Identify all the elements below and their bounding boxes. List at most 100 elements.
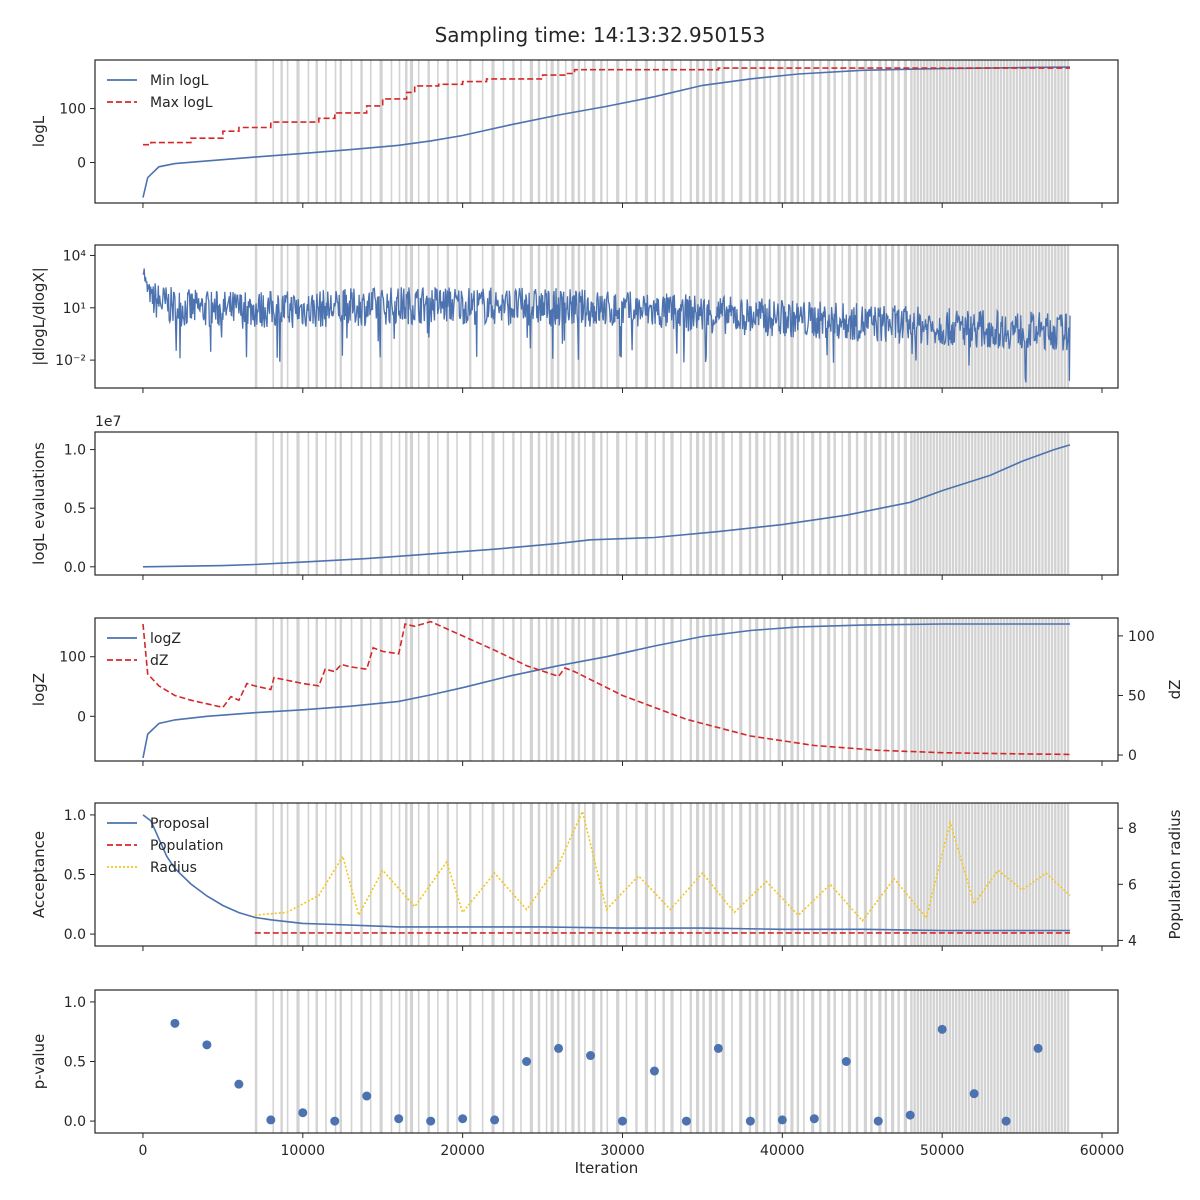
y-right-tick-label: 0	[1128, 748, 1137, 764]
y-axis-label: |dlogL/dlogX|	[30, 267, 48, 366]
shade-band	[600, 60, 603, 203]
y-tick-label: 0	[77, 709, 86, 725]
data-point	[713, 1043, 723, 1053]
shade-band	[916, 990, 919, 1133]
shade-band	[996, 803, 999, 946]
shade-band	[379, 60, 383, 203]
shade-band	[903, 803, 908, 946]
shade-band	[307, 803, 310, 946]
shade-band	[512, 60, 515, 203]
shade-band	[1009, 432, 1012, 575]
shade-band	[545, 60, 548, 203]
shade-band	[755, 432, 759, 575]
shade-band	[833, 618, 836, 761]
shade-band	[1022, 432, 1025, 575]
shade-band	[974, 618, 977, 761]
shade-band	[958, 803, 961, 946]
shade-band	[606, 60, 609, 203]
data-point	[681, 1116, 691, 1126]
shade-band	[1002, 432, 1006, 575]
shade-band	[1038, 990, 1041, 1133]
shade-band	[254, 618, 258, 761]
shade-band	[1012, 245, 1015, 388]
shade-band	[796, 60, 800, 203]
shade-band	[926, 60, 929, 203]
shade-band	[307, 245, 310, 388]
shade-band	[592, 432, 596, 575]
data-point	[841, 1057, 851, 1066]
shade-band	[884, 60, 888, 203]
shade-band	[819, 803, 822, 946]
shade-band	[819, 990, 822, 1133]
shade-band	[755, 803, 759, 946]
shade-band	[910, 618, 913, 761]
shade-band	[974, 60, 977, 203]
shade-band	[870, 618, 873, 761]
shade-band	[777, 60, 781, 203]
shade-band	[550, 60, 554, 203]
y-tick-label: 0.0	[64, 1114, 86, 1130]
shade-band	[427, 60, 430, 203]
shade-band	[935, 432, 939, 575]
shade-band	[1018, 618, 1022, 761]
shade-band	[491, 803, 495, 946]
shade-band	[954, 432, 958, 575]
data-point	[490, 1115, 500, 1125]
shade-band	[670, 618, 674, 761]
shade-band	[967, 618, 971, 761]
shade-band	[405, 60, 408, 203]
shade-band	[369, 60, 372, 203]
x-axis-label: Iteration	[575, 1159, 639, 1177]
shade-band	[606, 803, 609, 946]
shade-band	[999, 618, 1003, 761]
shade-band	[819, 432, 822, 575]
shade-band	[315, 432, 318, 575]
shade-band	[1044, 618, 1047, 761]
x-tick-label: 10000	[281, 1143, 326, 1159]
axes-frame	[94, 617, 1119, 762]
shade-band	[456, 245, 458, 388]
shade-band	[1031, 990, 1035, 1133]
shade-band	[427, 803, 430, 946]
shade-band	[938, 60, 942, 203]
shade-band	[948, 803, 951, 946]
shade-band	[545, 803, 548, 946]
shade-band	[951, 432, 955, 575]
shade-band	[280, 990, 283, 1133]
shade-band	[708, 618, 712, 761]
shade-band	[491, 432, 495, 575]
shade-band	[996, 990, 999, 1133]
shade-band	[942, 990, 945, 1133]
y-tick-label: 0.5	[64, 1055, 86, 1071]
shade-band	[702, 618, 705, 761]
shade-band	[1041, 618, 1044, 761]
shade-band	[769, 990, 772, 1133]
shade-band	[545, 990, 548, 1133]
shade-band	[556, 60, 560, 203]
shade-band	[948, 990, 951, 1133]
shade-band	[884, 990, 888, 1133]
shade-band	[903, 245, 908, 388]
shade-band	[891, 432, 895, 575]
shade-band	[833, 60, 836, 203]
shade-band	[520, 803, 522, 946]
shade-band	[916, 618, 919, 761]
shade-band	[913, 60, 916, 203]
shade-band	[315, 803, 318, 946]
shade-band	[1060, 990, 1063, 1133]
shade-band	[625, 990, 628, 1133]
shade-band	[803, 618, 805, 761]
data-point	[905, 1110, 915, 1120]
shade-band	[913, 990, 916, 1133]
shade-band	[1041, 803, 1044, 946]
shade-band	[739, 432, 743, 575]
shade-band	[625, 245, 628, 388]
shade-band	[731, 60, 733, 203]
shade-band	[954, 60, 958, 203]
shade-band	[748, 618, 752, 761]
shade-band	[951, 618, 955, 761]
shade-band	[833, 432, 836, 575]
shade-band	[654, 60, 657, 203]
shade-band	[529, 432, 533, 575]
shade-band	[564, 432, 567, 575]
